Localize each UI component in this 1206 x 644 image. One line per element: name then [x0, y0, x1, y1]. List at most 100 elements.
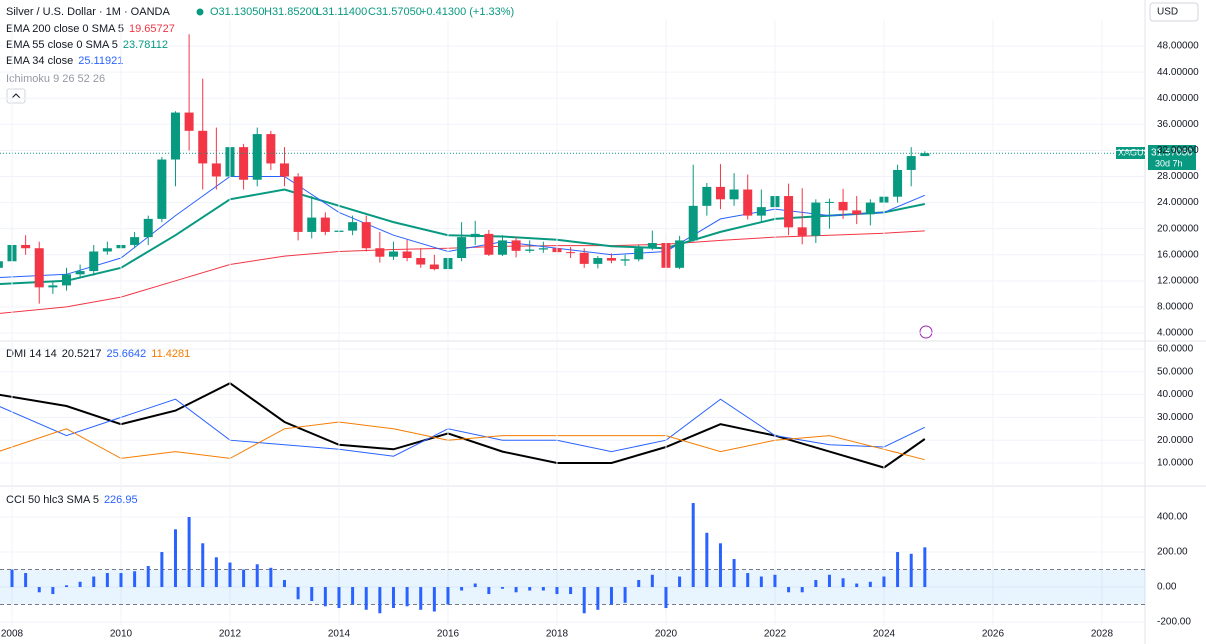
bar: [814, 580, 818, 588]
x-tick-label: 2010: [110, 629, 133, 640]
y-tick-label: 10.0000: [1157, 458, 1194, 469]
candle-body: [184, 112, 194, 131]
candle-body: [429, 264, 439, 270]
y-tick-label: 50.0000: [1157, 366, 1194, 377]
candle-body: [89, 251, 99, 272]
candle-body: [675, 240, 685, 268]
candle-body: [211, 163, 221, 177]
x-tick-label: 2022: [764, 629, 787, 640]
y-tick-label: 8.00000: [1157, 302, 1194, 313]
y-tick-label: 200.00: [1157, 547, 1188, 558]
bar: [473, 583, 477, 588]
bar: [541, 587, 545, 591]
bar: [146, 566, 150, 588]
bar: [391, 587, 395, 609]
bar: [841, 578, 845, 588]
ohlc-high: H31.85200: [264, 6, 318, 18]
bar: [759, 576, 763, 588]
candle-body: [457, 237, 467, 259]
x-tick-label: 2028: [1091, 629, 1114, 640]
x-tick-label: 2008: [1, 629, 24, 640]
candle-body: [525, 249, 535, 251]
candle-body: [824, 201, 834, 203]
candle-body: [198, 130, 208, 164]
y-tick-label: 4.00000: [1157, 328, 1194, 339]
candle-body: [865, 202, 875, 215]
bar: [773, 574, 777, 588]
candle-body: [634, 248, 644, 260]
y-tick-label: 20.00000: [1157, 223, 1199, 234]
bar: [882, 576, 886, 588]
bar: [92, 576, 96, 588]
candle-body: [797, 227, 807, 236]
candle-body: [579, 252, 589, 264]
bar: [432, 587, 436, 612]
ohlc-change: +0.41300 (+1.33%): [420, 6, 514, 18]
price-tag-countdown: 30d 7h: [1155, 158, 1183, 168]
bar: [678, 576, 682, 588]
candle-body: [743, 189, 753, 216]
y-tick-label: 12.00000: [1157, 275, 1199, 286]
bar: [78, 581, 82, 588]
bar: [214, 557, 218, 588]
bar: [337, 587, 341, 609]
candle-body: [34, 248, 44, 288]
x-tick-label: 2018: [546, 629, 569, 640]
bar: [582, 587, 586, 614]
x-tick-label: 2012: [219, 629, 242, 640]
bar: [623, 587, 627, 603]
collapse-button[interactable]: [6, 88, 26, 104]
candle-body: [0, 261, 3, 268]
bar: [664, 587, 668, 609]
bar: [242, 569, 246, 588]
bar: [514, 587, 518, 593]
pane-title: CCI 50 hlc3 SMA 5: [6, 494, 99, 506]
event-icon[interactable]: [919, 325, 933, 339]
candle-body: [511, 240, 521, 251]
candle-body: [756, 207, 766, 216]
bar: [596, 587, 600, 610]
bar: [569, 587, 573, 595]
bar: [650, 574, 654, 588]
bar: [787, 587, 791, 593]
y-tick-label: 28.00000: [1157, 171, 1199, 182]
bar: [718, 543, 722, 588]
bar: [378, 587, 382, 614]
bar: [419, 587, 423, 610]
bar: [691, 503, 695, 588]
bar: [51, 587, 55, 595]
candle-body: [811, 202, 821, 236]
candle-body: [375, 248, 385, 257]
y-tick-label: 16.00000: [1157, 249, 1199, 260]
bar: [255, 564, 259, 588]
bar: [173, 529, 177, 588]
series-line: [0, 382, 926, 469]
y-tick-label: 40.00000: [1157, 93, 1199, 104]
y-tick-label: -200.00: [1157, 617, 1191, 628]
y-tick-label: 36.00000: [1157, 119, 1199, 130]
bar: [105, 573, 109, 588]
y-tick-label: 60.0000: [1157, 344, 1194, 355]
candle-body: [388, 251, 398, 257]
candle-body: [538, 248, 548, 250]
bar: [487, 587, 491, 595]
symbol-title: Silver / U.S. Dollar · 1M · OANDA: [6, 6, 170, 18]
candle-body: [416, 258, 426, 265]
currency-select[interactable]: [1149, 2, 1199, 22]
price-tag: [1148, 145, 1196, 170]
legend-value: 25.11921: [78, 55, 123, 67]
candle-body: [102, 248, 112, 252]
candle-body: [307, 217, 317, 232]
bar: [64, 585, 68, 588]
bar: [160, 552, 164, 588]
bar: [296, 587, 300, 600]
bar: [500, 587, 504, 589]
candle-body: [715, 186, 725, 200]
collapse-icon: [11, 93, 21, 99]
candle-body: [361, 222, 371, 249]
bar: [269, 567, 273, 588]
bar: [310, 587, 314, 602]
x-tick-label: 2016: [437, 629, 460, 640]
candle-body: [593, 258, 603, 264]
y-tick-label: 0.00: [1157, 582, 1177, 593]
